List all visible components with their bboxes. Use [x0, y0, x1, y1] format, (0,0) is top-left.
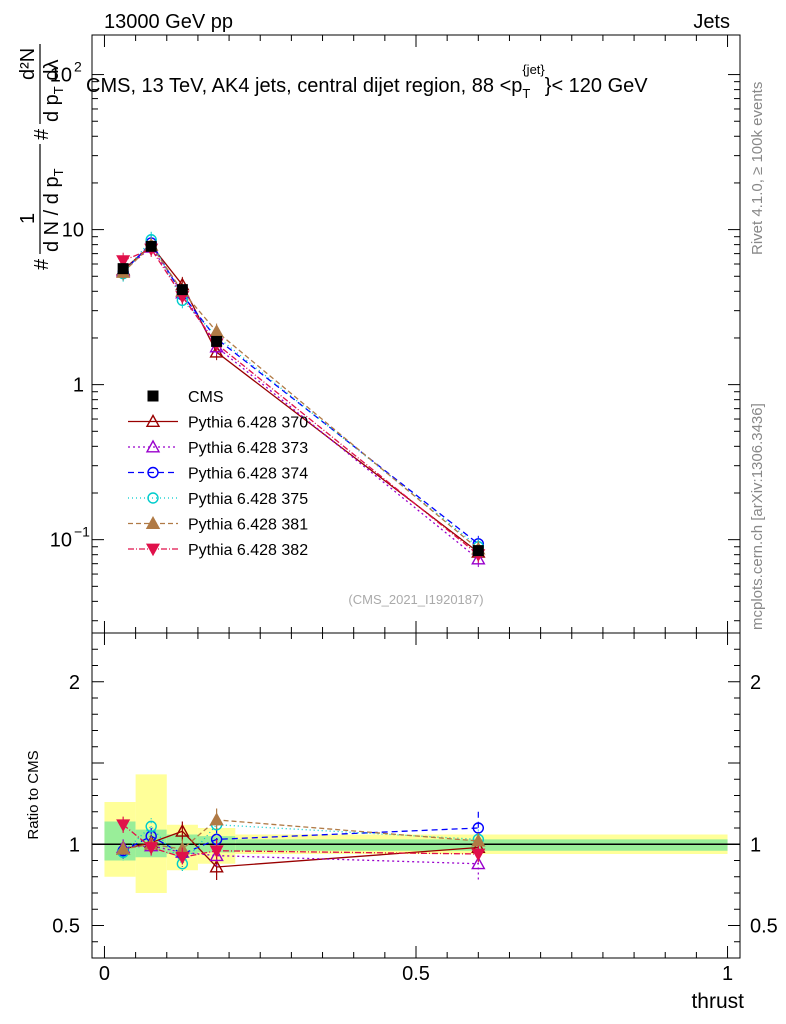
ratio-series-point	[209, 848, 224, 862]
ratio-series-point	[175, 851, 190, 865]
legend-label: Pythia 6.428 370	[188, 415, 308, 432]
main-series-point	[209, 324, 224, 338]
ylabel-num: 1	[17, 213, 39, 224]
chart-title-sup: {jet}	[522, 62, 545, 77]
chart-title-suffix: }< 120 GeV	[545, 75, 649, 97]
main-data-point	[117, 263, 129, 275]
ratio-series-point	[175, 823, 190, 837]
main-series-line-4	[122, 244, 479, 550]
chart-title: CMS, 13 TeV, AK4 jets, central dijet reg…	[86, 62, 648, 101]
main-series-line-5	[122, 248, 479, 556]
process-label: Jets	[693, 11, 730, 33]
x-tick-label: 0.5	[402, 963, 430, 985]
ratio-series-point	[471, 848, 486, 862]
main-data-point	[472, 545, 484, 557]
ratio-uncertainty-bands	[92, 774, 740, 893]
main-y-tick-exponent: 2	[74, 59, 82, 75]
main-data-layer	[117, 240, 484, 557]
x-tick-label: 1	[722, 963, 733, 985]
legend: CMS Pythia 6.428 370 Pythia 6.428 373 Pythi…	[128, 389, 308, 559]
legend-marker	[147, 492, 159, 504]
legend-label: CMS	[188, 389, 224, 406]
main-data-point	[145, 240, 157, 252]
main-y-tick-label: 10	[62, 220, 84, 242]
legend-label: Pythia 6.428 374	[188, 466, 308, 483]
main-series-point	[116, 255, 131, 268]
chart-title-prefix: CMS, 13 TeV, AK4 jets, central dijet reg…	[86, 75, 522, 97]
legend-label: Pythia 6.428 381	[188, 517, 308, 534]
x-tick-label: 0	[99, 963, 110, 985]
energy-label: 13000 GeV pp	[104, 11, 233, 33]
legend-label: Pythia 6.428 375	[188, 491, 308, 508]
ratio-series-point	[471, 856, 486, 870]
ratio-y-tick-label-right: 0.5	[750, 916, 778, 938]
ratio-y-tick-label-left: 1	[69, 834, 80, 856]
legend-marker	[147, 390, 159, 402]
ratio-y-axis-label: Ratio to CMS	[25, 750, 42, 839]
x-axis-label: thrust	[691, 990, 744, 1013]
ratio-series-line-1	[123, 845, 479, 865]
ratio-y-tick-label-right: 2	[750, 672, 761, 694]
ratio-y-tick-label-left: 0.5	[52, 916, 80, 938]
ylabel-den: d N / d pT	[41, 168, 66, 252]
main-y-axis-label: # 1 d N / d pT # d²N d pT dλ	[17, 44, 66, 270]
ratio-series-point	[209, 845, 224, 858]
main-data-point	[211, 335, 223, 347]
legend-label: Pythia 6.428 373	[188, 440, 308, 457]
ylabel-hash-2: #	[31, 128, 53, 140]
ratio-series-point	[145, 820, 157, 833]
ratio-series-point	[115, 841, 131, 855]
ylabel-frac-den: d pT dλ	[41, 60, 66, 122]
ratio-series-point	[144, 842, 159, 855]
legend-marker	[145, 439, 161, 453]
legend-marker	[147, 466, 159, 479]
main-y-tick-label: 10	[50, 65, 72, 87]
ratio-series-point	[116, 819, 131, 832]
analysis-label: (CMS_2021_I1920187)	[348, 592, 483, 607]
main-data-point	[176, 284, 188, 296]
ratio-plot-frame	[91, 632, 741, 959]
legend-marker	[145, 414, 161, 427]
main-series-point	[471, 551, 486, 565]
main-y-tick-exponent: −1	[74, 524, 90, 540]
chart-title-sub: T	[522, 86, 530, 101]
source-label: mcplots.cern.ch [arXiv:1306.3436]	[749, 403, 766, 630]
legend-marker	[145, 543, 161, 557]
ratio-series-layer	[115, 808, 486, 880]
ratio-series-line-2	[122, 827, 479, 855]
rivet-label: Rivet 4.1.0, ≥ 100k events	[749, 82, 766, 255]
ylabel-hash-1: #	[31, 258, 53, 270]
ratio-y-tick-label-right: 1	[750, 834, 761, 856]
ratio-series-point	[471, 833, 486, 847]
main-y-tick-label: 1	[73, 375, 84, 397]
ratio-series-point	[209, 812, 224, 826]
legend-label: Pythia 6.428 382	[188, 542, 308, 559]
ratio-series-point	[209, 859, 224, 873]
ratio-y-tick-label-left: 2	[69, 672, 80, 694]
ylabel-frac-num: d²N	[17, 48, 39, 80]
legend-marker	[145, 516, 161, 529]
main-y-tick-label: 10	[50, 530, 72, 552]
